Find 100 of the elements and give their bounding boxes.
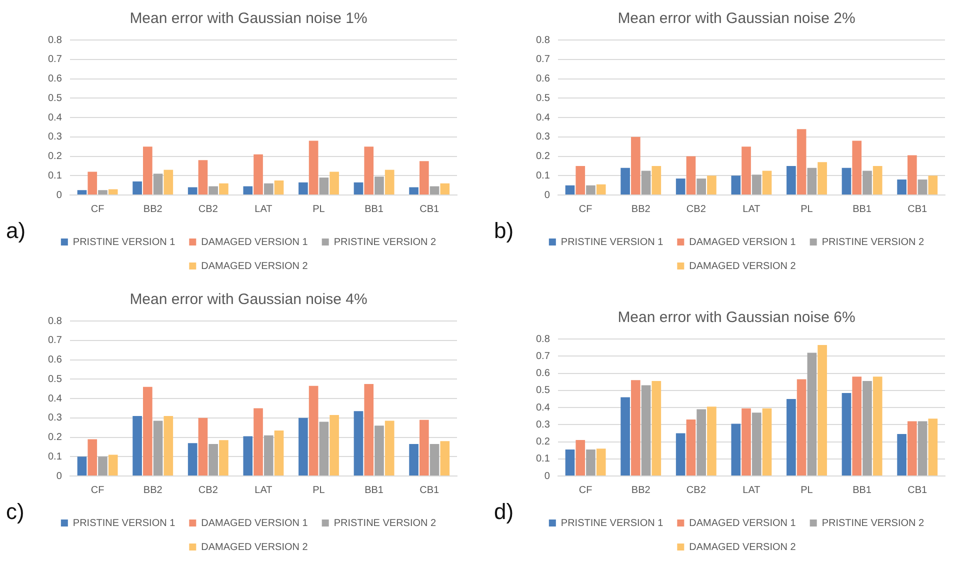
bar bbox=[576, 440, 586, 476]
bar bbox=[872, 376, 882, 476]
x-tick-label: CB2 bbox=[198, 204, 218, 215]
bar bbox=[264, 183, 274, 194]
bar bbox=[641, 170, 651, 194]
y-tick-label: 0.1 bbox=[536, 454, 550, 465]
bar bbox=[308, 386, 318, 476]
x-tick-label: LAT bbox=[742, 204, 760, 215]
bar bbox=[420, 420, 429, 476]
y-tick-label: 0.5 bbox=[48, 374, 62, 385]
bar bbox=[254, 154, 263, 194]
bar bbox=[586, 185, 596, 194]
bar bbox=[796, 129, 806, 194]
chart-title: Mean error with Gaussian noise 4% bbox=[130, 291, 368, 308]
x-tick-label: BB1 bbox=[852, 204, 872, 215]
y-tick-label: 0.4 bbox=[48, 393, 62, 404]
chart-title: Mean error with Gaussian noise 2% bbox=[618, 10, 856, 28]
bar bbox=[631, 380, 640, 476]
bar bbox=[742, 408, 751, 476]
y-tick-label: 0.1 bbox=[48, 170, 62, 182]
legend-label: PRISTINE VERSION 2 bbox=[822, 236, 925, 248]
y-tick-label: 0 bbox=[544, 470, 550, 482]
bar bbox=[731, 176, 741, 194]
x-tick-label: BB1 bbox=[364, 484, 384, 496]
chart-title: Mean error with Gaussian noise 6% bbox=[618, 309, 856, 326]
bar bbox=[274, 180, 284, 194]
y-tick-label: 0.6 bbox=[48, 74, 62, 84]
legend-label: PRISTINE VERSION 2 bbox=[334, 236, 437, 248]
y-tick-label: 0.4 bbox=[48, 112, 62, 124]
x-tick-label: CB2 bbox=[198, 484, 218, 496]
y-tick-label: 0.8 bbox=[536, 34, 550, 46]
bar bbox=[298, 182, 308, 194]
bar bbox=[430, 186, 440, 194]
bar bbox=[143, 386, 152, 476]
x-tick-label: PL bbox=[312, 484, 326, 496]
bar bbox=[319, 422, 329, 476]
bar bbox=[928, 176, 938, 194]
bar bbox=[872, 166, 882, 194]
y-tick-label: 0 bbox=[544, 190, 550, 201]
bar bbox=[153, 174, 163, 194]
bar bbox=[620, 397, 630, 476]
bar bbox=[862, 170, 872, 194]
legend-label: PRISTINE VERSION 2 bbox=[334, 518, 437, 529]
bar bbox=[108, 189, 118, 194]
x-tick-label: BB2 bbox=[143, 484, 163, 496]
bar bbox=[164, 416, 174, 476]
y-tick-label: 0.4 bbox=[536, 112, 550, 124]
bar bbox=[731, 424, 741, 476]
bar bbox=[430, 444, 440, 476]
y-tick-label: 0.7 bbox=[48, 54, 62, 66]
bar bbox=[77, 456, 87, 476]
bar bbox=[308, 140, 318, 194]
bar bbox=[164, 170, 174, 194]
bar bbox=[274, 430, 284, 476]
y-tick-label: 0.2 bbox=[536, 436, 550, 448]
bar bbox=[696, 178, 706, 194]
y-tick-label: 0.3 bbox=[48, 412, 62, 424]
bar bbox=[354, 411, 364, 476]
bar bbox=[208, 444, 218, 476]
bar bbox=[330, 172, 339, 194]
bar bbox=[796, 379, 806, 476]
x-tick-label: BB1 bbox=[364, 204, 384, 215]
bar bbox=[565, 449, 575, 476]
bar bbox=[440, 183, 450, 194]
bar bbox=[243, 186, 253, 194]
bar bbox=[918, 180, 928, 194]
bar bbox=[862, 380, 872, 476]
bar bbox=[596, 184, 606, 194]
y-tick-label: 0.5 bbox=[536, 92, 550, 104]
x-tick-label: LAT bbox=[742, 484, 760, 496]
legend-label: PRISTINE VERSION 2 bbox=[822, 518, 925, 529]
bar bbox=[908, 155, 917, 194]
bar bbox=[897, 434, 906, 476]
x-tick-label: CF bbox=[90, 484, 104, 496]
y-tick-label: 0 bbox=[56, 470, 62, 482]
y-tick-label: 0.6 bbox=[536, 74, 550, 84]
bar bbox=[696, 409, 706, 476]
y-tick-label: 0.8 bbox=[48, 34, 62, 46]
bar bbox=[652, 380, 662, 476]
legend-label: DAMAGED VERSION 2 bbox=[201, 260, 308, 272]
x-tick-label: LAT bbox=[254, 204, 272, 215]
text: c) bbox=[6, 499, 24, 525]
x-tick-label: BB1 bbox=[852, 484, 872, 496]
bar bbox=[807, 352, 817, 476]
bar bbox=[586, 449, 596, 476]
x-tick-label: BB2 bbox=[143, 204, 163, 215]
legend-label: PRISTINE VERSION 1 bbox=[72, 236, 176, 248]
y-tick-label: 0.1 bbox=[536, 170, 550, 182]
bar bbox=[254, 408, 263, 476]
bar bbox=[132, 416, 142, 476]
bar bbox=[807, 168, 817, 194]
bar bbox=[219, 183, 228, 194]
bar bbox=[842, 168, 852, 194]
bar bbox=[897, 180, 906, 194]
bar bbox=[631, 136, 640, 194]
bar bbox=[818, 162, 827, 194]
y-tick-label: 0.7 bbox=[536, 54, 550, 66]
bar bbox=[565, 185, 575, 194]
x-tick-label: CF bbox=[578, 484, 592, 496]
bar bbox=[374, 426, 384, 476]
